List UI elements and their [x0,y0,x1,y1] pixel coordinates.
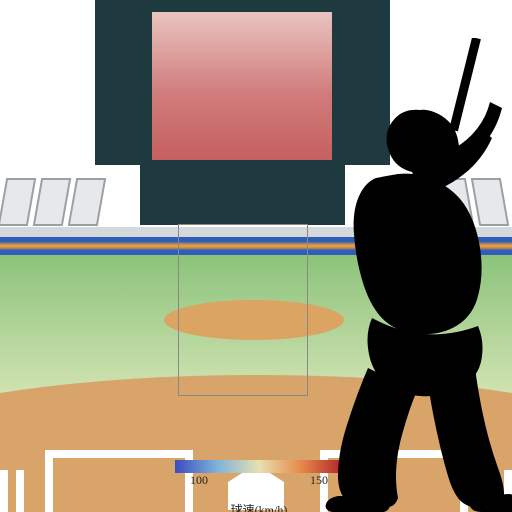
pitch-chart-canvas: 100 150 球速(km/h) [0,0,512,512]
chalk-line [45,450,193,458]
colorbar-tick: 100 [190,473,208,488]
wall-panel [0,178,36,226]
chalk-line [16,470,24,512]
wall-panel [33,178,71,226]
batter-silhouette [280,38,512,512]
wall-panel [68,178,106,226]
chalk-line [45,450,53,512]
chalk-line [0,470,8,512]
